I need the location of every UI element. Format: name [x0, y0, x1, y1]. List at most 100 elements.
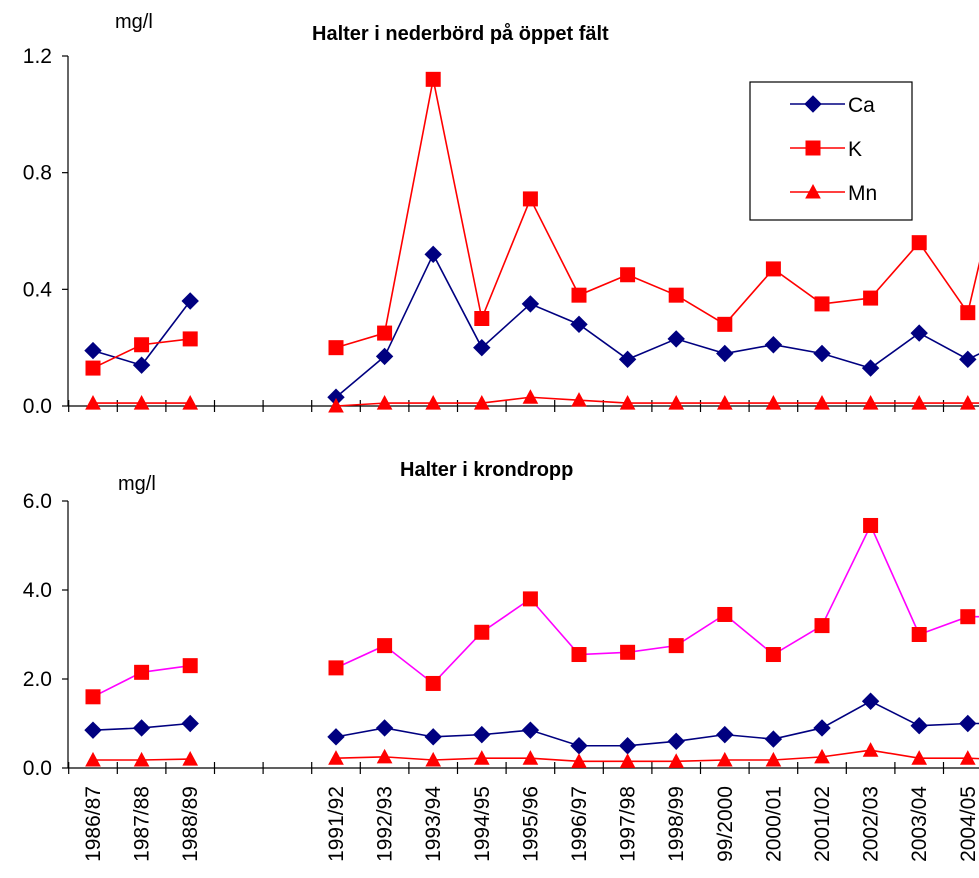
- chart2-series-ca-point: [424, 728, 442, 746]
- chart1-series-k-point: [765, 261, 781, 277]
- chart1-ytick-label: 0.8: [23, 162, 52, 185]
- chart2-series-k-point: [571, 647, 587, 663]
- chart2-series-ca-point: [959, 714, 977, 733]
- chart1-series-k-point: [474, 311, 490, 326]
- chart1-series-ca-point: [667, 330, 685, 348]
- chart1-plot: 0.0 0.4 0.8 1.2: [23, 45, 979, 418]
- chart1-series-mn-point: [473, 395, 490, 410]
- x-tick-label: 2004/05: [957, 786, 979, 862]
- chart1-series-mn-point: [328, 397, 344, 413]
- chart1-series-k-point: [134, 337, 150, 353]
- chart1-series-mn-point: [862, 395, 879, 410]
- chart2-series-k-point: [960, 609, 976, 625]
- chart1-series-ca-point: [473, 338, 491, 357]
- chart2-series-ca-point: [84, 721, 102, 739]
- chart2-series-ca-point: [716, 725, 734, 744]
- chart1-series-ca-point: [813, 344, 831, 363]
- chart2-series-mn-point: [862, 742, 879, 757]
- chart1-series-k-point: [620, 267, 636, 283]
- chart1-series-ca-point: [861, 359, 880, 377]
- chart1-series-mn-point: [765, 395, 782, 410]
- chart1-series-mn-point: [911, 395, 928, 410]
- chart1-series-ca-point: [181, 292, 199, 310]
- chart1-series-mn-point: [182, 395, 199, 410]
- chart2-series-mn-point: [911, 750, 928, 765]
- chart2-series-mn-point: [619, 753, 636, 768]
- chart1-series-ca-line: [335, 252, 979, 398]
- chart1-series-k-point: [182, 331, 198, 347]
- legend-k-label: K: [848, 138, 862, 161]
- chart1-series-mn-point: [814, 395, 830, 410]
- chart1-ytick-label: 0.0: [23, 395, 52, 418]
- chart1-series-mn-point: [376, 395, 393, 410]
- x-tick-label: 1998/99: [665, 786, 688, 862]
- chart2-series-k-point: [134, 664, 150, 680]
- legend-ca-marker: [804, 95, 822, 113]
- x-tick-label: 2000/01: [762, 786, 785, 862]
- chart1-series-mn-point: [619, 395, 636, 410]
- chart1-series-k-point: [668, 287, 684, 303]
- x-tick-label: 1996/97: [568, 786, 591, 862]
- chart1-series-k-point: [960, 305, 976, 321]
- chart2-series-k-point: [668, 638, 684, 654]
- chart1-series-ca-line: [92, 300, 191, 367]
- chart2-series-mn-point: [85, 751, 101, 767]
- chart2-series-k-point: [474, 624, 490, 640]
- chart2-series-ca-point: [473, 725, 491, 744]
- chart2-series-k-line: [335, 523, 979, 685]
- chart2-series-mn-point: [133, 751, 150, 767]
- chart1-series-mn-point: [668, 395, 685, 410]
- chart1-series-ca-point: [375, 347, 394, 366]
- chart1-series-k-point: [522, 191, 538, 207]
- chart1-series-ca-point: [132, 356, 151, 374]
- chart2-ylabel: mg/l: [118, 473, 156, 495]
- x-tick-label: 1988/89: [179, 786, 202, 862]
- chart2-series-k-point: [620, 644, 636, 660]
- chart2-series-mn-point: [959, 750, 976, 765]
- chart2-series-ca-point: [618, 737, 637, 755]
- x-tick-label: 2003/04: [908, 786, 931, 862]
- chart1-series-ca-point: [959, 350, 977, 369]
- chart1-ytick-label: 0.4: [23, 278, 53, 301]
- x-tick-label: 1991/92: [325, 786, 348, 862]
- legend-ca-label: Ca: [848, 94, 875, 117]
- chart1-series-mn-point: [425, 395, 442, 410]
- chart2-series-mn-point: [668, 753, 685, 768]
- chart1-series-mn-point: [133, 395, 150, 410]
- chart2-plot: 0.0 2.0 4.0 6.0 1986/87 1987/88 1988/89 1991/92…: [23, 490, 979, 862]
- chart1-series-k-point: [911, 235, 927, 251]
- x-tick-label: 1987/88: [131, 786, 154, 862]
- chart2-series-mn-point: [376, 748, 393, 764]
- x-tick-label: 1992/93: [374, 786, 397, 862]
- chart2-ytick-label: 6.0: [23, 490, 52, 513]
- x-tick-label: 99/2000: [714, 786, 737, 862]
- chart1-series-ca-point: [521, 295, 540, 313]
- chart1-series-k-point: [814, 296, 830, 312]
- x-tick-label: 1995/96: [519, 786, 542, 862]
- chart1-series-k-point: [85, 360, 101, 376]
- chart2-series-ca-point: [764, 730, 783, 748]
- chart2-series-ca-point: [521, 721, 540, 739]
- chart1-series-ca-point: [910, 324, 928, 342]
- chart1-series-k-point: [571, 287, 587, 303]
- chart2-series-k-point: [425, 675, 441, 691]
- chart2-series-k-point: [328, 660, 344, 676]
- chart1-series-k-point: [377, 325, 393, 341]
- chart1-series-mn-point: [522, 389, 539, 404]
- chart2-series-k-point: [765, 647, 781, 663]
- legend-mn-label: Mn: [848, 182, 877, 205]
- chart2-series-mn-point: [328, 750, 344, 765]
- chart1-series-ca-point: [424, 245, 442, 264]
- chart1-series-k-point: [863, 290, 879, 306]
- chart2-series-ca-point: [667, 732, 685, 751]
- chart2-series-k-point: [377, 638, 393, 654]
- chart1-series-k-point: [328, 340, 344, 356]
- x-tick-label: 2001/02: [811, 786, 834, 862]
- chart2-series-mn-point: [814, 748, 830, 764]
- chart1-series-ca-point: [618, 350, 637, 369]
- chart1-title: Halter i nederbörd på öppet fält: [312, 22, 609, 45]
- x-tick-label: 1993/94: [422, 786, 445, 862]
- chart2-series-k-point: [814, 618, 830, 634]
- chart1-series-ca-point: [764, 336, 783, 354]
